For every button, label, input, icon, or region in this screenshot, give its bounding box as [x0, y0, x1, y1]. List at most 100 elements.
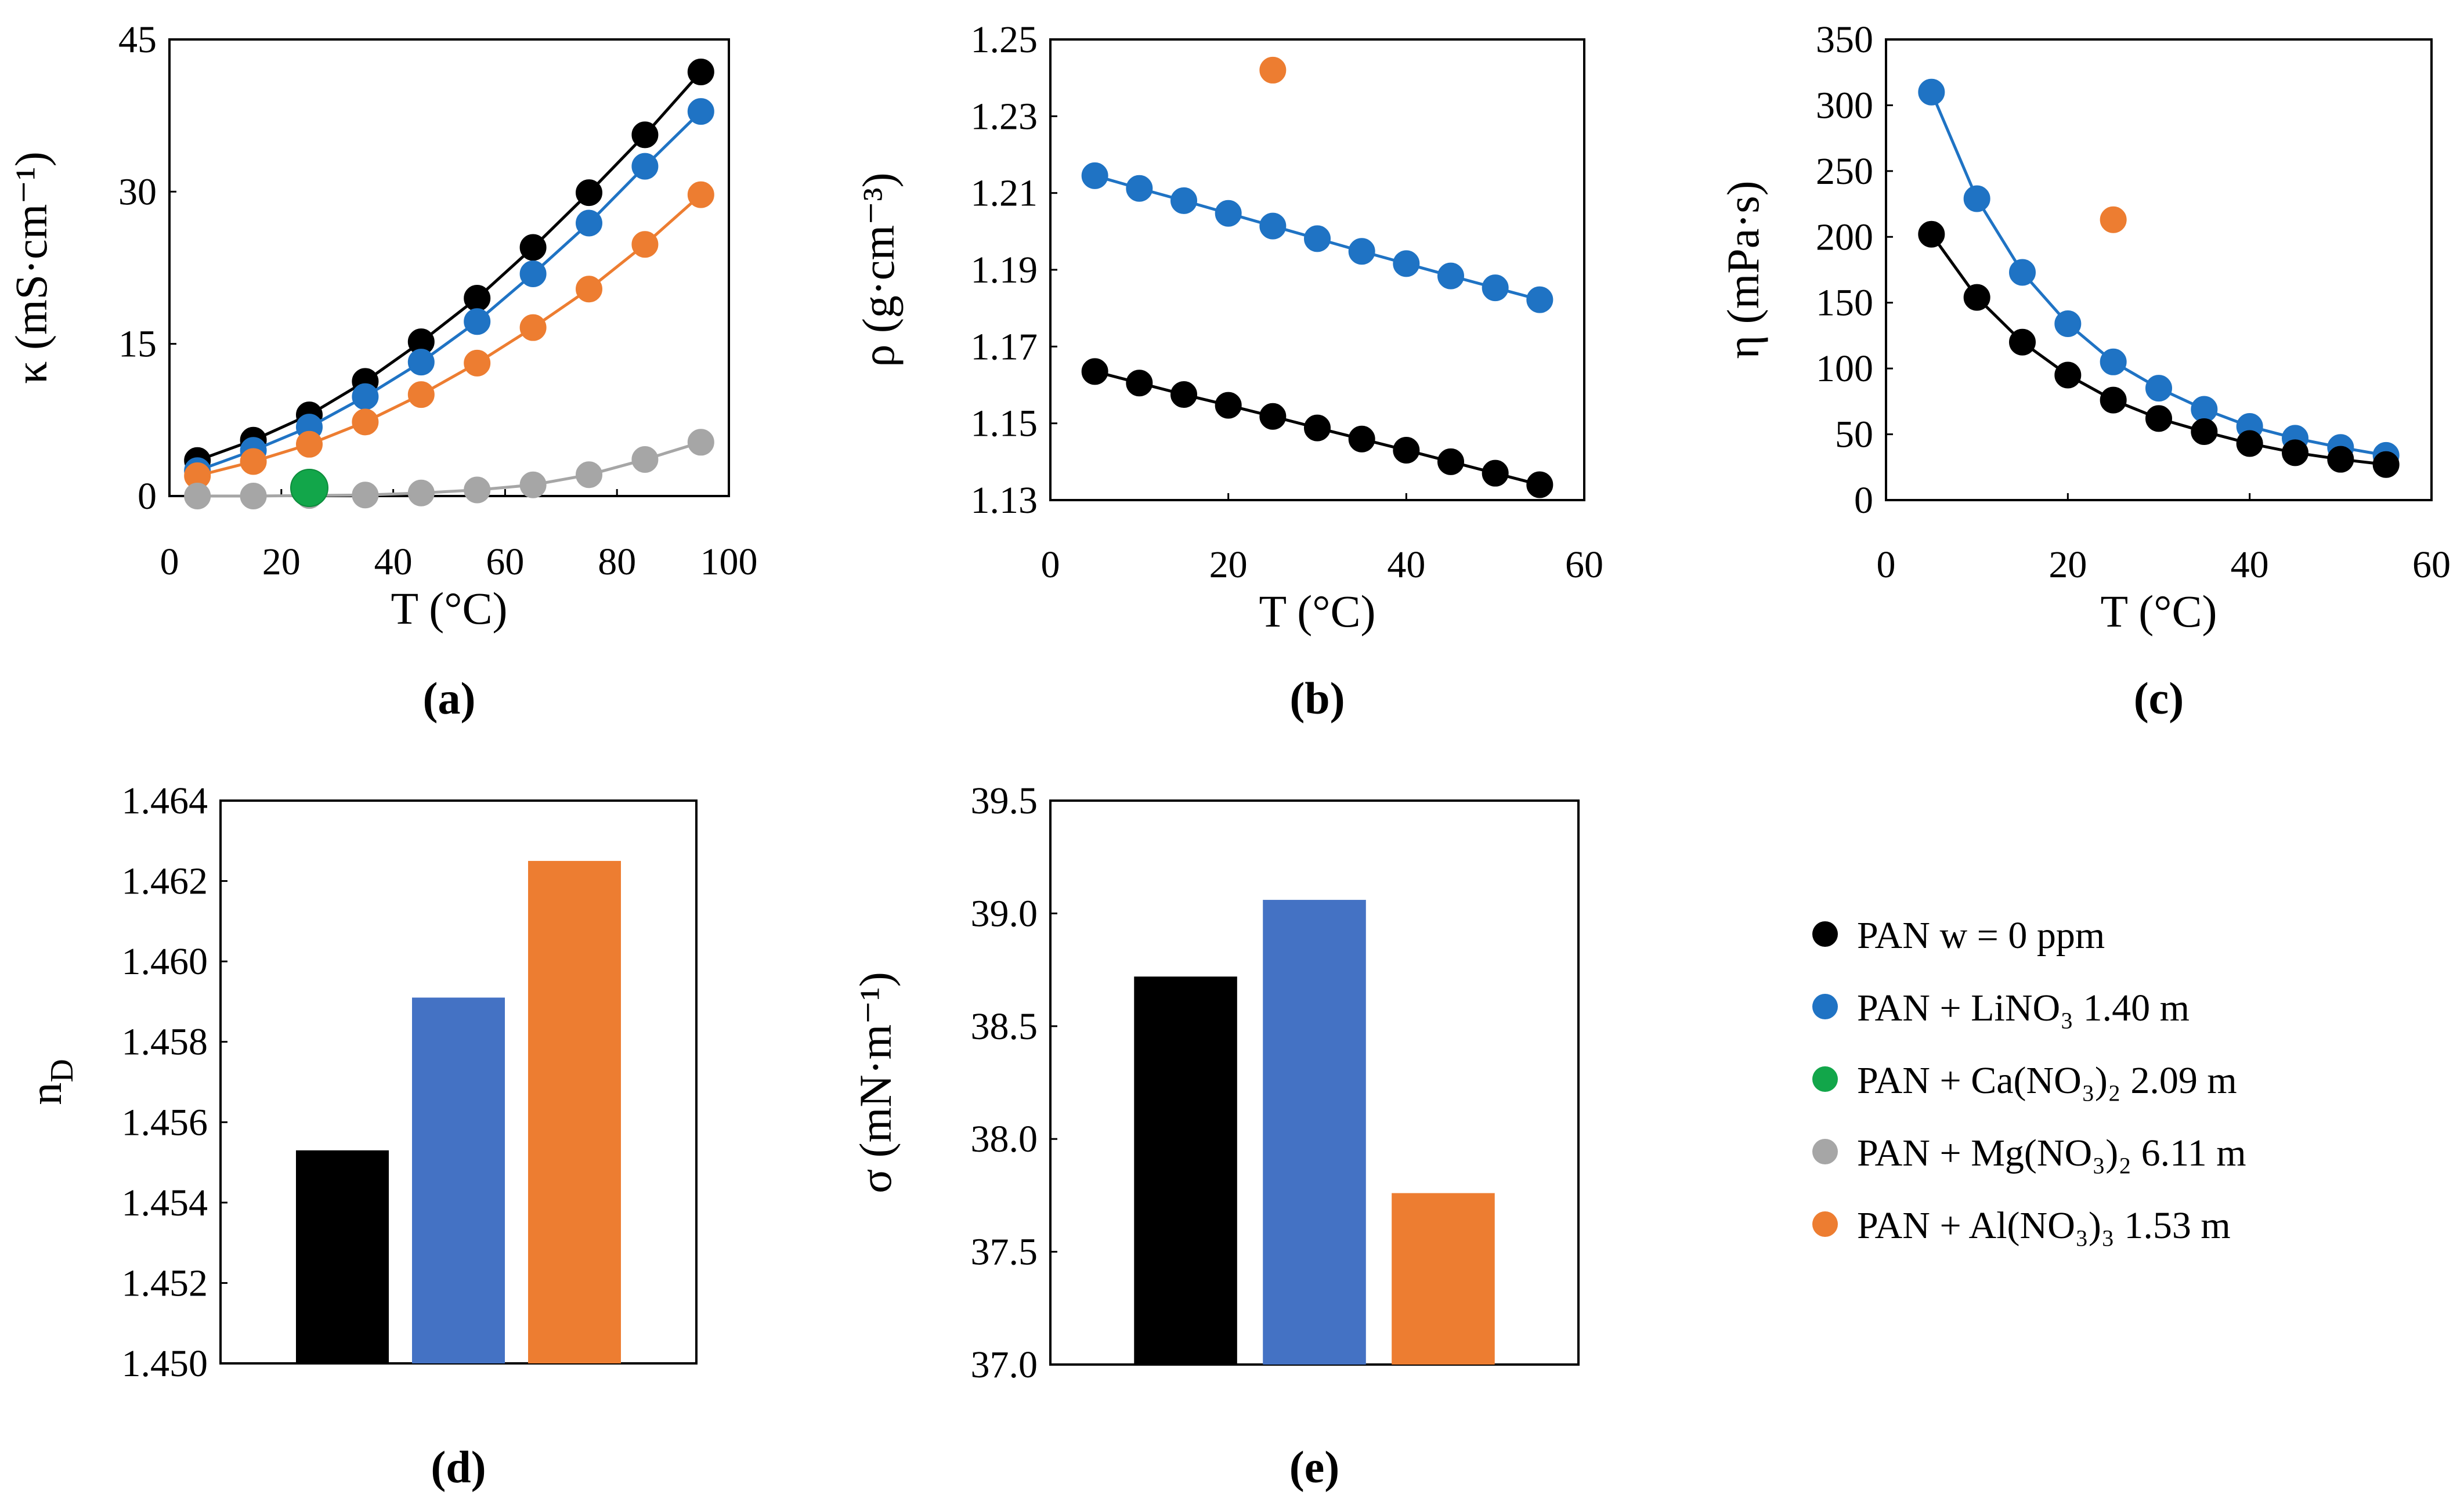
series-pan-lino-1-40-m: [184, 98, 714, 484]
data-point: [2145, 375, 2172, 402]
data-point: [631, 231, 659, 258]
data-point: [1081, 162, 1108, 189]
data-point: [631, 153, 659, 180]
data-point: [2236, 430, 2263, 457]
x-axis-label: T (°C): [391, 583, 508, 634]
legend-marker: [1812, 1066, 1838, 1092]
data-point: [2191, 396, 2218, 423]
y-tick-label: 1.452: [122, 1262, 208, 1304]
y-tick-label: 37.0: [971, 1344, 1038, 1386]
y-tick-label: 100: [1816, 348, 1873, 390]
panel-b: 1.13 1.15 1.17 1.19 1.21 1.23 1.25 0 20 40 60 T (°C…: [853, 19, 1603, 723]
plot-frame: [168, 38, 730, 497]
data-point: [1918, 78, 1945, 106]
data-point: [464, 284, 491, 312]
data-point: [2009, 328, 2036, 356]
data-point: [2372, 451, 2400, 478]
y-tick-label: 1.15: [971, 403, 1038, 445]
data-point: [519, 314, 547, 341]
data-point: [2100, 206, 2127, 233]
y-tick-label: 38.0: [971, 1118, 1038, 1160]
x-tick-label: 20: [2048, 544, 2087, 586]
x-tick-label: 60: [486, 541, 524, 583]
data-point: [1081, 358, 1108, 385]
panel-c: 0 50 100 150 200 250 300 350 0 20 40 60 T (°C) η (mPa…: [1718, 19, 2451, 723]
data-point: [352, 383, 379, 410]
y-axis-label-sub: D: [44, 1059, 80, 1082]
series-pan-al-no-1-53-m: [1259, 56, 1287, 84]
y-tick-label: 1.23: [971, 95, 1038, 137]
data-point: [1259, 403, 1287, 430]
x-tick-label: 60: [1565, 544, 1603, 586]
y-tick-label: 30: [118, 171, 157, 213]
bar: [528, 860, 621, 1363]
data-point: [464, 308, 491, 335]
data-point: [2282, 439, 2308, 466]
legend-marker: [1812, 921, 1838, 947]
y-tick-label: 38.5: [971, 1005, 1038, 1048]
y-tick-label: 250: [1816, 150, 1873, 193]
y-axis-label: κ (mS·cm⁻¹): [6, 151, 56, 384]
data-point: [1963, 284, 1990, 311]
y-tick-label: 1.462: [122, 860, 208, 903]
data-point: [1437, 262, 1464, 290]
series-pan-al-no-1-53-m: [2100, 206, 2127, 233]
x-tick-label: 40: [1387, 544, 1425, 586]
panel-title: (e): [1289, 1442, 1340, 1492]
y-axis-label: nD: [20, 1059, 80, 1105]
data-point: [519, 234, 547, 261]
data-point: [687, 181, 714, 208]
x-tick-label: 100: [700, 541, 758, 583]
series-line: [197, 71, 702, 462]
series-pan-lino-1-40-m: [1081, 162, 1553, 313]
x-tick-label: 40: [2231, 544, 2269, 586]
panel-title: (d): [431, 1442, 486, 1492]
data-point: [1348, 238, 1375, 265]
data-point: [576, 461, 602, 488]
data-point: [576, 209, 602, 237]
legend-label: PAN + LiNO₃ 1.40 m: [1857, 987, 2190, 1029]
data-point: [519, 471, 547, 498]
y-tick-label: 45: [118, 19, 157, 61]
y-tick-label: 1.456: [122, 1101, 208, 1143]
data-point: [1393, 436, 1420, 464]
data-point: [1259, 56, 1287, 84]
panel-a: 0 15 30 45 0 20 40 60 80 100 T (°C) κ (mS·cm⁻¹) (a): [6, 19, 758, 723]
y-tick-label: 1.21: [971, 172, 1038, 215]
x-tick-label: 40: [374, 541, 413, 583]
data-point: [576, 276, 602, 303]
series-line: [197, 110, 702, 472]
data-point: [1304, 414, 1331, 442]
x-tick-label: 80: [598, 541, 636, 583]
data-point: [1918, 220, 1945, 248]
y-tick-label: 350: [1816, 19, 1873, 61]
data-point: [290, 469, 328, 508]
data-point: [2145, 405, 2172, 432]
data-point: [2054, 310, 2082, 338]
panel-e: 37.0 37.5 38.0 38.5 39.0 39.5 σ (mN·m⁻¹) (e): [850, 780, 1580, 1492]
bar: [412, 997, 505, 1363]
panel-title: (b): [1289, 673, 1345, 723]
data-point: [407, 479, 435, 506]
y-tick-label: 1.25: [971, 19, 1038, 61]
data-point: [2054, 361, 2082, 389]
data-point: [1126, 370, 1153, 397]
x-tick-label: 20: [1209, 544, 1248, 586]
y-tick-label: 0: [138, 475, 157, 518]
data-point: [687, 429, 714, 456]
data-point: [240, 448, 267, 475]
panel-title: (c): [2134, 673, 2184, 723]
y-axis-label: σ (mN·m⁻¹): [850, 972, 901, 1193]
data-point: [2191, 418, 2218, 446]
legend-label: PAN + Mg(NO₃)₂ 6.11 m: [1857, 1132, 2246, 1174]
data-point: [2327, 446, 2354, 473]
plot-frame: [1885, 38, 2433, 501]
legend-label: PAN w = 0 ppm: [1857, 914, 2105, 957]
legend-marker: [1812, 1139, 1838, 1164]
data-point: [464, 349, 491, 377]
y-tick-label: 15: [118, 323, 157, 366]
y-tick-label: 1.454: [122, 1182, 208, 1224]
data-point: [1437, 448, 1464, 475]
bar: [1134, 976, 1237, 1365]
